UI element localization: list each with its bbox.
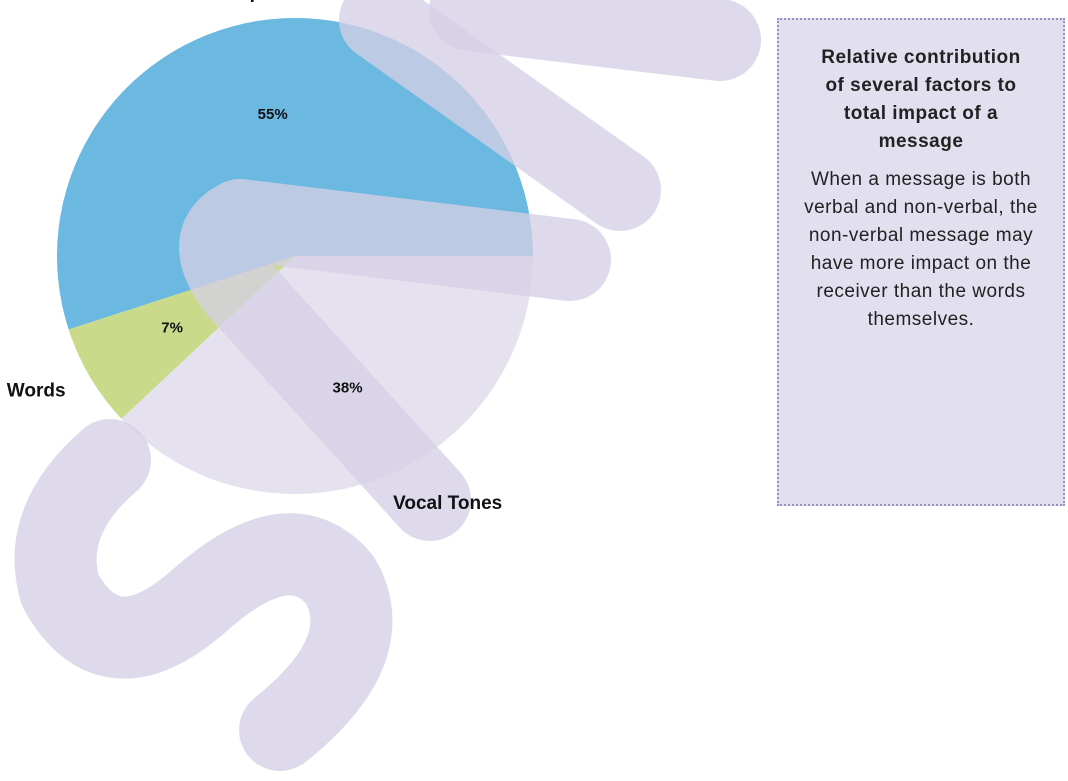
sidebar: Relative contribution of several factors…	[777, 18, 1065, 506]
category-label: Facial Expressions	[167, 0, 339, 3]
sidebar-body: When a message is both verbal and non-ve…	[797, 166, 1045, 334]
chart: 55% Facial Expressions 7% Words 38% Vocal Ton…	[0, 0, 770, 781]
category-label: Vocal Tones	[393, 493, 502, 514]
watermark-stroke	[470, 10, 720, 40]
page: {"chart_data": {"type": "pie", "categori…	[0, 0, 1068, 781]
sidebar-title: Relative contribution of several factors…	[797, 44, 1045, 156]
category-label: Words	[7, 381, 66, 402]
value-label: 38%	[333, 380, 363, 397]
watermark-stroke	[56, 460, 352, 730]
value-label: 7%	[161, 320, 183, 337]
value-label: 55%	[258, 106, 288, 123]
